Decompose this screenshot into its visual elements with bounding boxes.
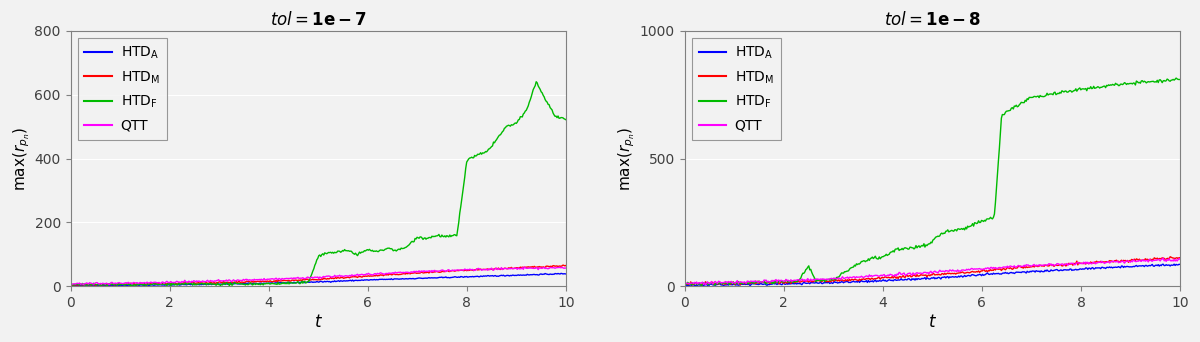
X-axis label: $\mathit{t}$: $\mathit{t}$: [928, 313, 937, 331]
Y-axis label: $\mathrm{max}(r_{p_n})$: $\mathrm{max}(r_{p_n})$: [11, 127, 31, 191]
Legend: HTD$_{\mathsf{A}}$, HTD$_{\mathsf{M}}$, HTD$_{\mathsf{F}}$, QTT: HTD$_{\mathsf{A}}$, HTD$_{\mathsf{M}}$, …: [691, 38, 781, 140]
Title: $\mathit{tol} = \mathbf{1e-8}$: $\mathit{tol} = \mathbf{1e-8}$: [883, 11, 982, 29]
Y-axis label: $\mathrm{max}(r_{p_n})$: $\mathrm{max}(r_{p_n})$: [617, 127, 637, 191]
X-axis label: $\mathit{t}$: $\mathit{t}$: [313, 313, 323, 331]
Legend: HTD$_{\mathsf{A}}$, HTD$_{\mathsf{M}}$, HTD$_{\mathsf{F}}$, QTT: HTD$_{\mathsf{A}}$, HTD$_{\mathsf{M}}$, …: [78, 38, 167, 140]
Title: $\mathit{tol} = \mathbf{1e-7}$: $\mathit{tol} = \mathbf{1e-7}$: [270, 11, 367, 29]
